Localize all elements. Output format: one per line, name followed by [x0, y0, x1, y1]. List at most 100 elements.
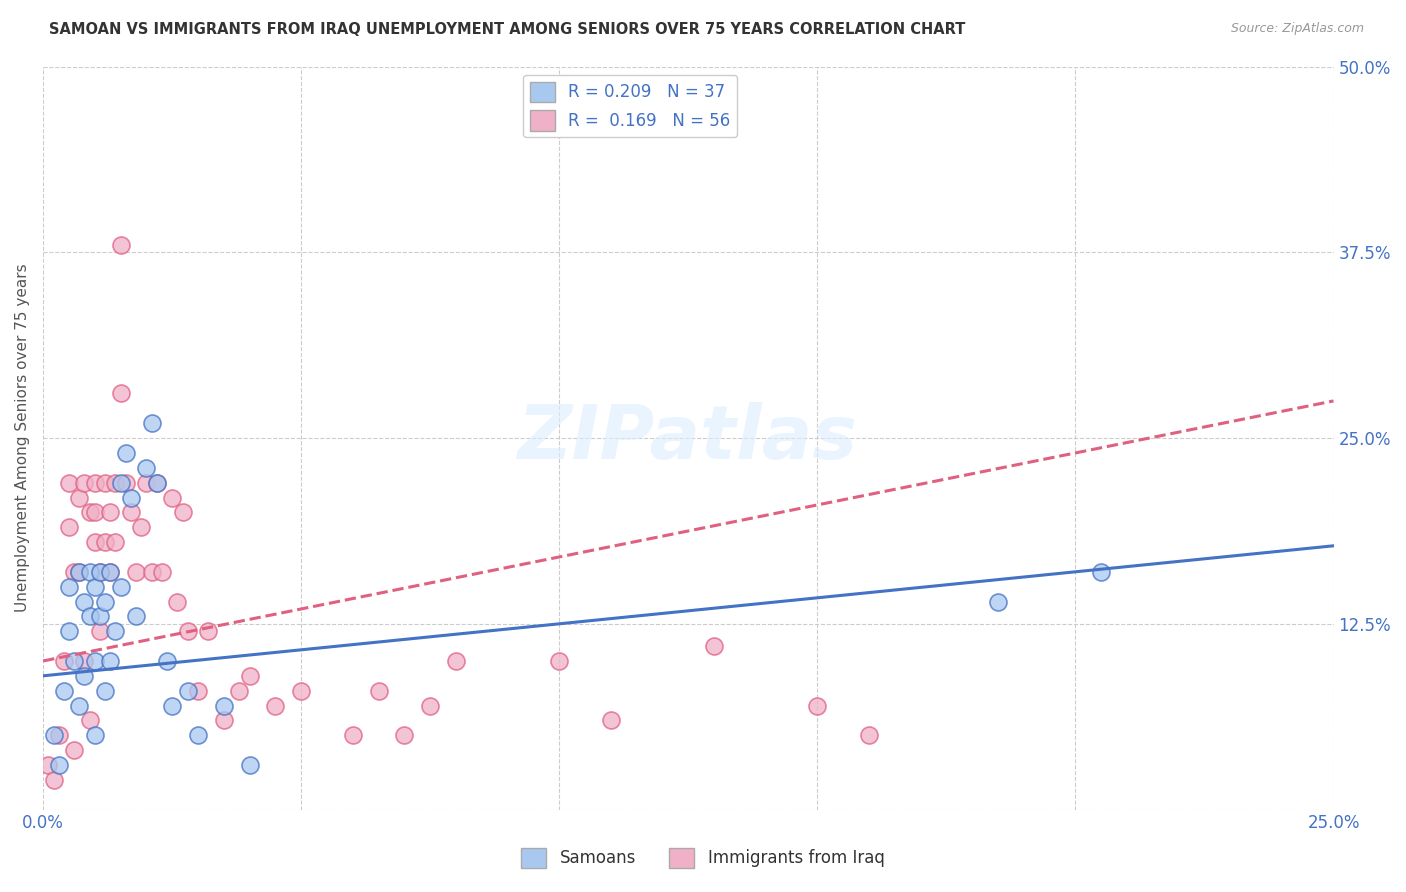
Text: ZIPatlas: ZIPatlas — [519, 401, 858, 475]
Point — [160, 698, 183, 713]
Point — [114, 475, 136, 490]
Point — [104, 624, 127, 639]
Point — [98, 565, 121, 579]
Point — [63, 565, 86, 579]
Point — [703, 639, 725, 653]
Point — [79, 505, 101, 519]
Point — [63, 654, 86, 668]
Point — [94, 683, 117, 698]
Point — [73, 594, 96, 608]
Point — [177, 683, 200, 698]
Point — [135, 460, 157, 475]
Point — [83, 580, 105, 594]
Point — [212, 714, 235, 728]
Y-axis label: Unemployment Among Seniors over 75 years: Unemployment Among Seniors over 75 years — [15, 264, 30, 613]
Point — [145, 475, 167, 490]
Point — [48, 758, 70, 772]
Point — [83, 654, 105, 668]
Point — [548, 654, 571, 668]
Point — [58, 624, 80, 639]
Point — [48, 728, 70, 742]
Point — [42, 728, 65, 742]
Point — [177, 624, 200, 639]
Point — [172, 505, 194, 519]
Point — [600, 714, 623, 728]
Point — [63, 743, 86, 757]
Point — [239, 669, 262, 683]
Legend: R = 0.209   N = 37, R =  0.169   N = 56: R = 0.209 N = 37, R = 0.169 N = 56 — [523, 75, 737, 137]
Point — [67, 565, 90, 579]
Point — [987, 594, 1010, 608]
Point — [444, 654, 467, 668]
Point — [125, 565, 148, 579]
Point — [58, 475, 80, 490]
Point — [110, 238, 132, 252]
Text: Source: ZipAtlas.com: Source: ZipAtlas.com — [1230, 22, 1364, 36]
Point — [83, 505, 105, 519]
Point — [141, 416, 163, 430]
Point — [129, 520, 152, 534]
Point — [141, 565, 163, 579]
Point — [83, 475, 105, 490]
Point — [98, 505, 121, 519]
Point — [98, 565, 121, 579]
Point — [89, 624, 111, 639]
Point — [239, 758, 262, 772]
Point — [42, 772, 65, 787]
Point — [83, 535, 105, 549]
Point — [83, 728, 105, 742]
Point — [806, 698, 828, 713]
Point — [89, 565, 111, 579]
Point — [58, 580, 80, 594]
Point — [187, 683, 209, 698]
Point — [394, 728, 416, 742]
Point — [79, 609, 101, 624]
Point — [342, 728, 364, 742]
Point — [419, 698, 441, 713]
Point — [94, 535, 117, 549]
Point — [104, 535, 127, 549]
Point — [52, 683, 75, 698]
Point — [264, 698, 287, 713]
Point — [156, 654, 179, 668]
Point — [58, 520, 80, 534]
Point — [160, 491, 183, 505]
Point — [79, 565, 101, 579]
Text: SAMOAN VS IMMIGRANTS FROM IRAQ UNEMPLOYMENT AMONG SENIORS OVER 75 YEARS CORRELAT: SAMOAN VS IMMIGRANTS FROM IRAQ UNEMPLOYM… — [49, 22, 966, 37]
Point — [73, 654, 96, 668]
Point — [110, 580, 132, 594]
Point — [166, 594, 188, 608]
Point — [228, 683, 250, 698]
Point — [858, 728, 880, 742]
Point — [150, 565, 173, 579]
Legend: Samoans, Immigrants from Iraq: Samoans, Immigrants from Iraq — [515, 841, 891, 875]
Point — [212, 698, 235, 713]
Point — [114, 446, 136, 460]
Point — [89, 609, 111, 624]
Point — [367, 683, 389, 698]
Point — [67, 698, 90, 713]
Point — [145, 475, 167, 490]
Point — [125, 609, 148, 624]
Point — [1090, 565, 1112, 579]
Point — [135, 475, 157, 490]
Point — [37, 758, 59, 772]
Point — [290, 683, 312, 698]
Point — [67, 565, 90, 579]
Point — [52, 654, 75, 668]
Point — [94, 594, 117, 608]
Point — [79, 714, 101, 728]
Point — [73, 669, 96, 683]
Point — [197, 624, 219, 639]
Point — [67, 491, 90, 505]
Point — [120, 491, 142, 505]
Point — [120, 505, 142, 519]
Point — [73, 475, 96, 490]
Point — [110, 386, 132, 401]
Point — [89, 565, 111, 579]
Point — [98, 654, 121, 668]
Point — [187, 728, 209, 742]
Point — [104, 475, 127, 490]
Point — [110, 475, 132, 490]
Point — [94, 475, 117, 490]
